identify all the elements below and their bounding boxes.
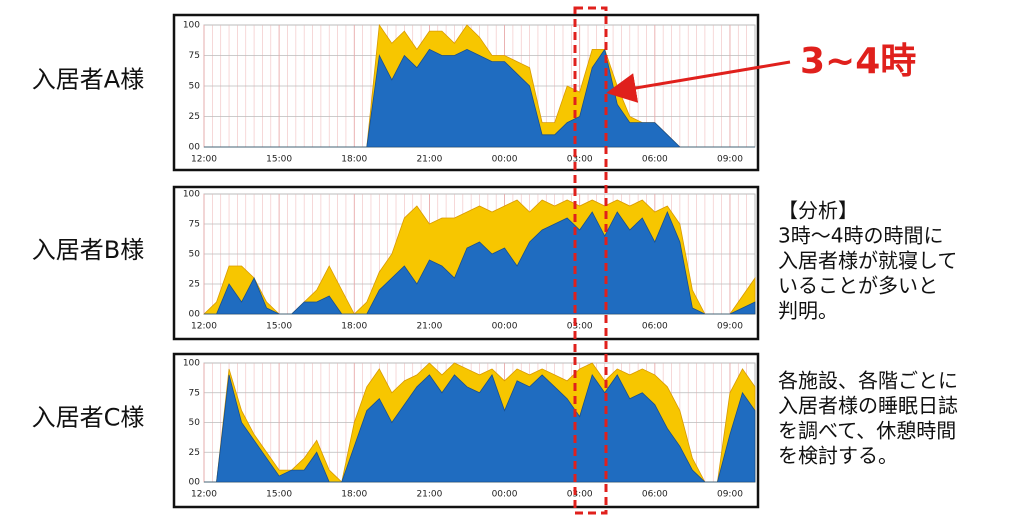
y-tick-label: 25: [189, 448, 200, 458]
x-tick-label: 15:00: [266, 322, 292, 332]
y-tick-label: 25: [189, 112, 200, 122]
arrow: [606, 60, 791, 103]
x-tick-label: 09:00: [717, 490, 743, 500]
y-tick-label: 100: [183, 190, 200, 200]
x-tick-label: 12:00: [191, 155, 217, 165]
note-line: 入居者様の睡眠日誌: [778, 394, 958, 418]
x-tick-label: 15:00: [266, 490, 292, 500]
highlight-box: [573, 6, 608, 515]
y-tick-label: 50: [189, 250, 201, 260]
y-tick-label: 75: [189, 220, 200, 230]
y-tick-label: 100: [183, 21, 200, 31]
x-tick-label: 06:00: [642, 322, 668, 332]
x-tick-label: 18:00: [341, 322, 367, 332]
x-tick-label: 21:00: [416, 155, 442, 165]
charts: 入居者A様 00 25 50 75 100 12:00 15:00 18:00 21:00 00:0…: [32, 13, 760, 509]
y-tick-label: 100: [183, 359, 200, 369]
x-tick-label: 00:00: [492, 490, 518, 500]
callout: 3~4時: [800, 41, 916, 82]
area: [204, 373, 756, 483]
y-tick-label: 00: [189, 310, 201, 320]
chart-label: 入居者C様: [32, 404, 145, 432]
note-line: 各施設、各階ごとに: [778, 369, 958, 393]
x-tick-label: 09:00: [717, 155, 743, 165]
y-tick-label: 75: [189, 51, 200, 61]
chart-label: 入居者B様: [32, 236, 144, 264]
area: [204, 48, 755, 148]
notes: 【分析】3時～4時の時間に入居者様が就寝していることが多いと判明。各施設、各階ご…: [778, 199, 958, 468]
x-tick-label: 12:00: [191, 490, 217, 500]
y-tick-label: 50: [189, 82, 201, 92]
x-tick-label: 12:00: [191, 322, 217, 332]
note-line: 3時～4時の時間に: [778, 224, 943, 248]
y-tick-label: 75: [189, 388, 200, 398]
x-tick-label: 21:00: [416, 322, 442, 332]
x-tick-label: 06:00: [642, 155, 668, 165]
area: [204, 210, 756, 315]
x-tick-label: 09:00: [717, 322, 743, 332]
x-tick-label: 18:00: [341, 490, 367, 500]
x-tick-label: 03:00: [567, 155, 593, 165]
x-tick-label: 15:00: [266, 155, 292, 165]
y-tick-label: 25: [189, 280, 200, 290]
y-tick-label: 00: [189, 143, 201, 153]
note-line: いることが多いと: [778, 274, 938, 298]
x-tick-label: 18:00: [341, 155, 367, 165]
x-tick-label: 06:00: [642, 490, 668, 500]
note-line: を調べて、休憩時間: [778, 419, 956, 443]
y-tick-label: 00: [189, 478, 201, 488]
note-line: 【分析】: [778, 199, 858, 223]
x-tick-label: 03:00: [567, 490, 593, 500]
chart-label: 入居者A様: [32, 66, 144, 94]
x-tick-label: 00:00: [492, 322, 518, 332]
x-tick-label: 03:00: [567, 322, 593, 332]
x-tick-label: 21:00: [416, 490, 442, 500]
x-tick-label: 00:00: [492, 155, 518, 165]
y-tick-label: 50: [189, 418, 201, 428]
note-line: を検討する。: [778, 444, 898, 468]
note-line: 入居者様が就寝して: [778, 249, 957, 273]
note-line: 判明。: [778, 299, 838, 323]
